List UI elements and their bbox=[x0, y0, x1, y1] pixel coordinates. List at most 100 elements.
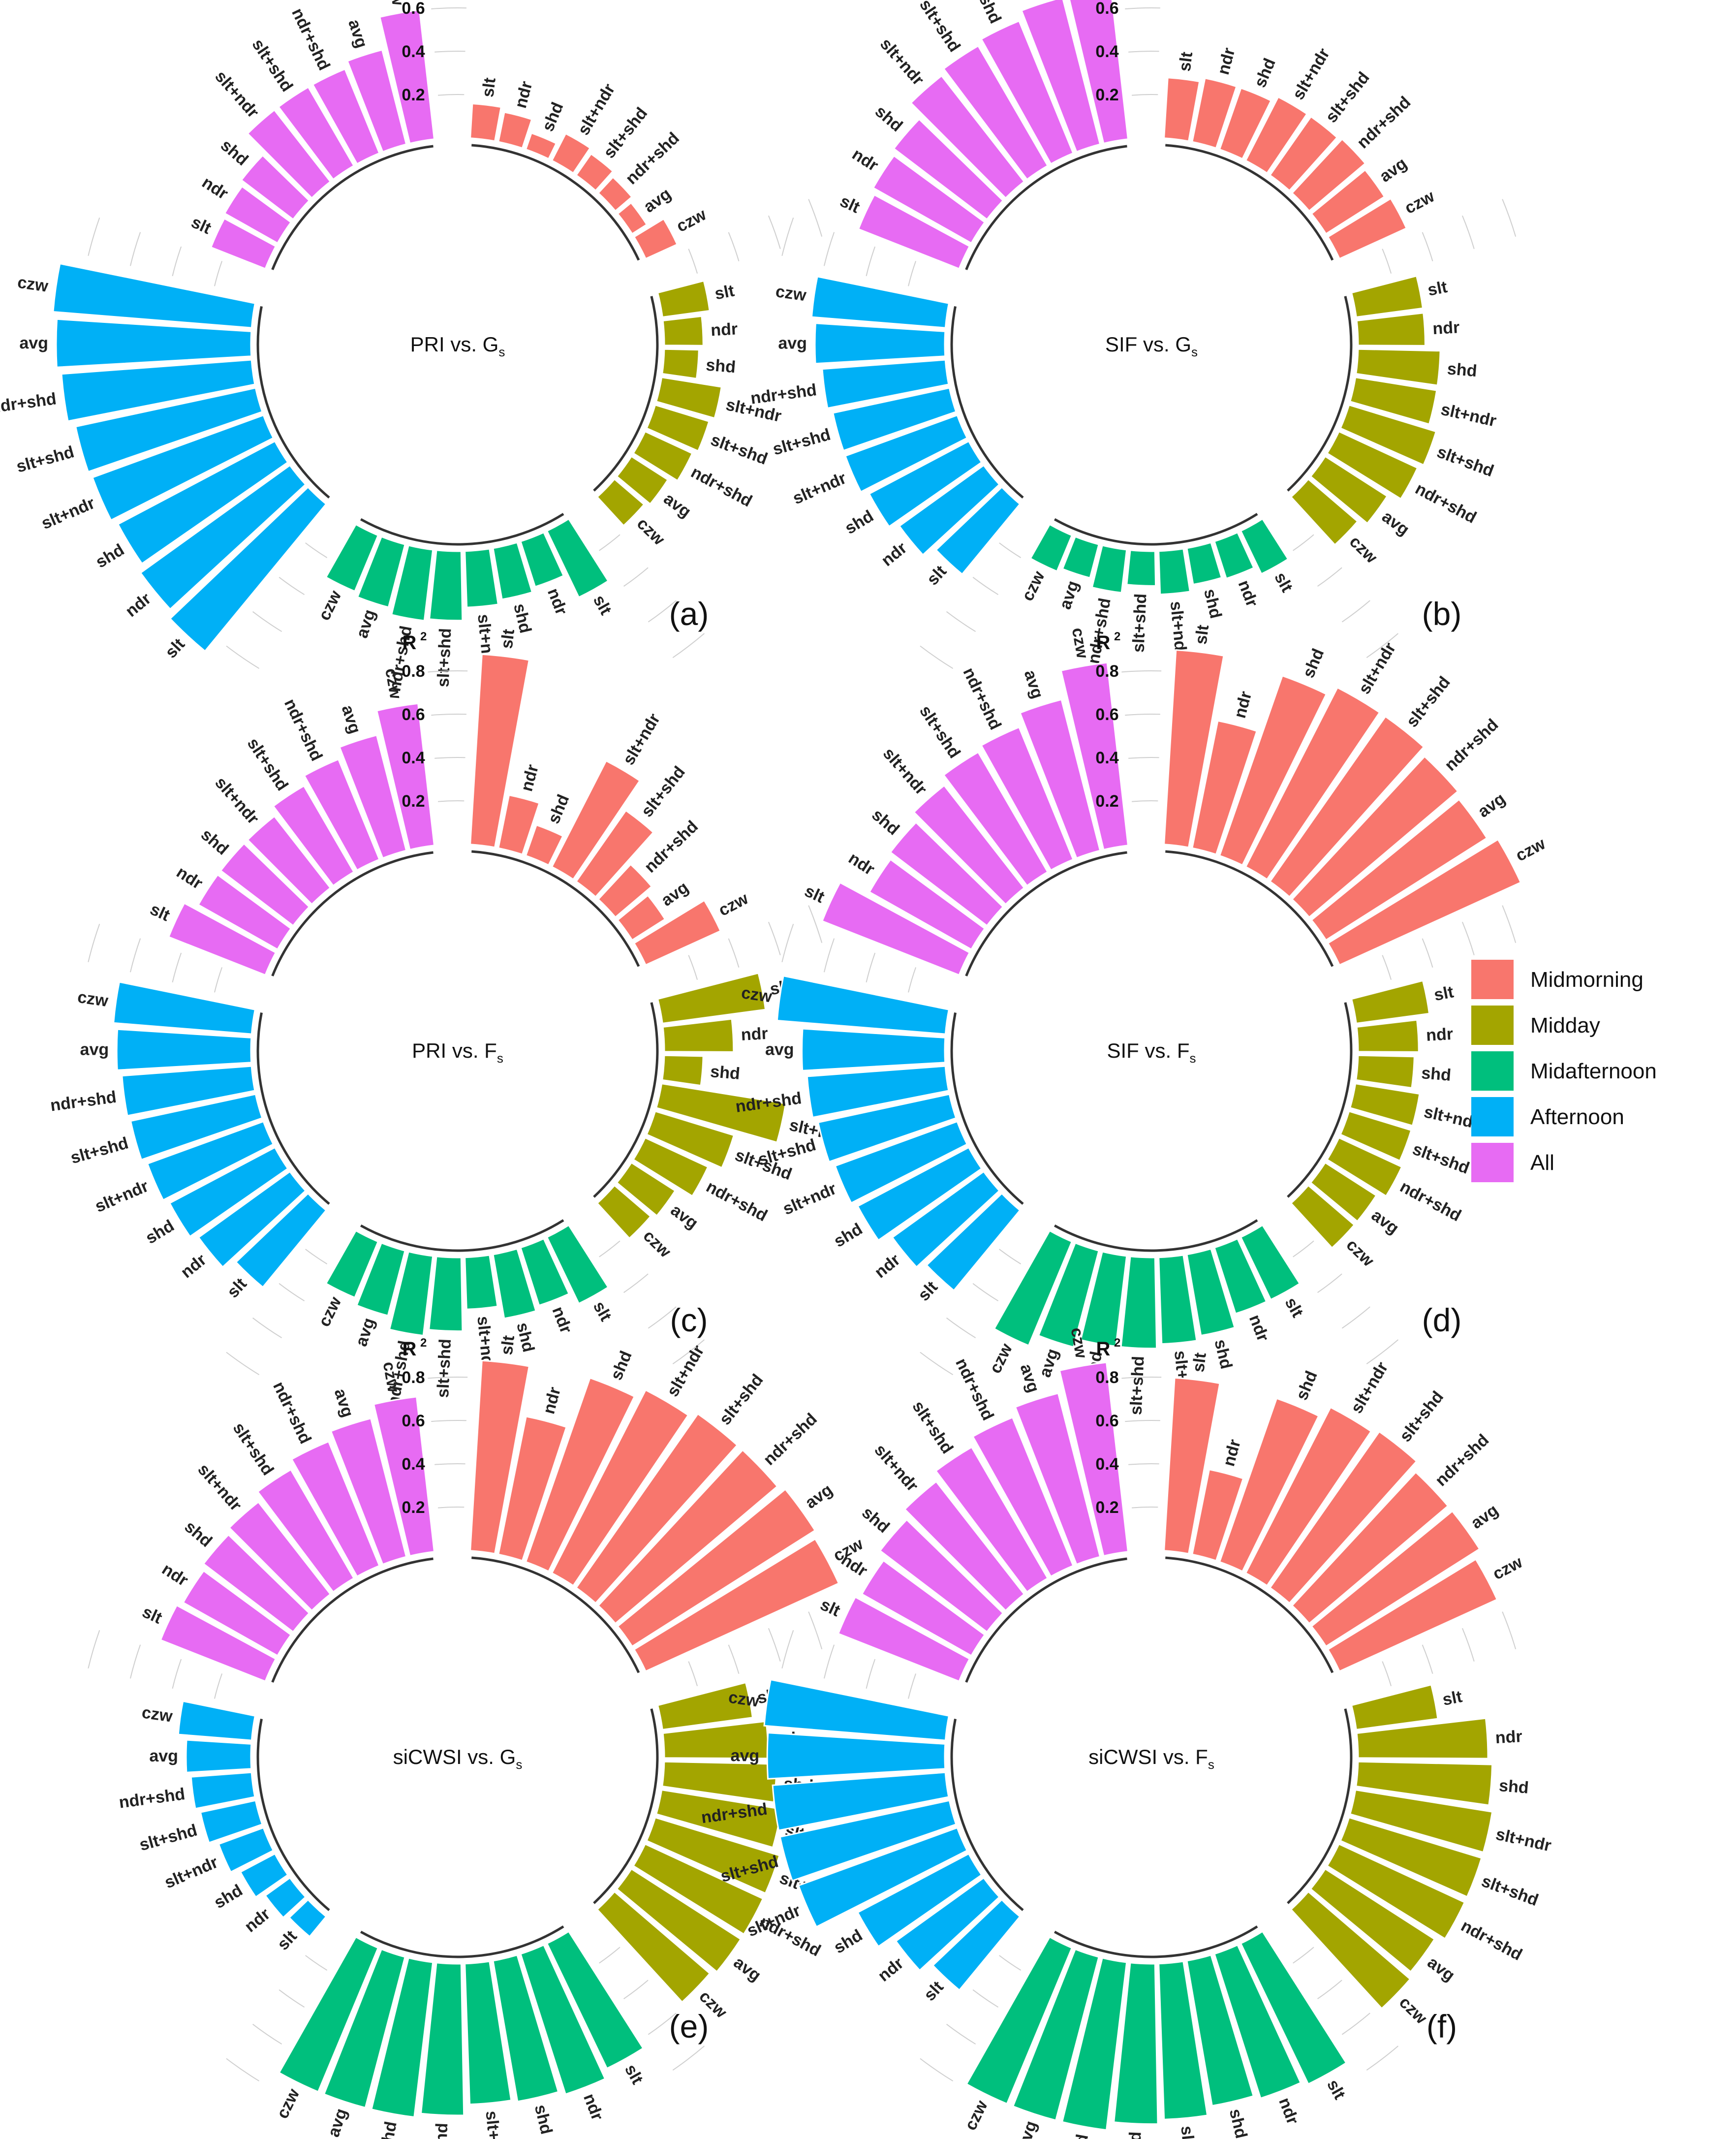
bar-category-label: slt+ndr bbox=[1439, 400, 1498, 431]
radial-tick-label: 0.2 bbox=[402, 1498, 425, 1517]
grid-arc bbox=[1293, 534, 1314, 551]
bar-category-label: ndr+shd bbox=[641, 817, 702, 877]
grid-arc bbox=[920, 645, 954, 669]
bar-category-label: ndr bbox=[580, 2091, 607, 2123]
bar-midday-ndr bbox=[662, 315, 704, 346]
bar-category-label: avg bbox=[778, 334, 807, 352]
grid-arcs bbox=[88, 1377, 823, 2082]
panel-b: slt ndr shd slt+ndrslt+shdndr+shdavgczwsltn… bbox=[749, 0, 1517, 669]
bar-category-label: slt bbox=[1271, 569, 1297, 595]
bar-category-label: slt bbox=[1189, 1352, 1209, 1373]
grid-arc bbox=[972, 1283, 999, 1302]
bar-category-label: ndr bbox=[1245, 1312, 1272, 1344]
bar-afternoon-slt-shd bbox=[129, 1093, 263, 1161]
bar-all-shd bbox=[893, 118, 1004, 220]
grid-arc bbox=[438, 94, 465, 96]
bar-midday-avg bbox=[1309, 1162, 1377, 1223]
bar-midday-slt bbox=[656, 280, 711, 318]
bar-all-ndr-shd bbox=[303, 758, 380, 872]
bar-afternoon-avg bbox=[116, 1028, 252, 1071]
bar-midmorning-slt-shd bbox=[1269, 115, 1338, 192]
grid-arc bbox=[999, 542, 1022, 558]
bar-all-avg bbox=[1019, 698, 1101, 859]
bar-category-label: czw bbox=[1346, 532, 1381, 567]
bar-category-label: ndr bbox=[1275, 2095, 1302, 2127]
grid-arc bbox=[866, 952, 876, 983]
grid-arc bbox=[1422, 938, 1433, 968]
bar-category-label: ndr bbox=[874, 1954, 907, 1985]
grid-arc bbox=[1121, 670, 1162, 673]
panel-title: PRI vs. Gs bbox=[410, 333, 505, 359]
bar-afternoon-avg bbox=[766, 1732, 946, 1780]
radial-axis-title-sup: 2 bbox=[1114, 1336, 1120, 1350]
bar-category-label: slt bbox=[1432, 982, 1455, 1005]
grid-arc bbox=[1461, 215, 1475, 249]
grid-arc bbox=[1293, 1947, 1314, 1964]
bar-midmorning-ndr-shd bbox=[597, 863, 653, 918]
bar-category-label: ndr+shd bbox=[760, 1410, 821, 1469]
bar-midday-slt-shd bbox=[646, 404, 710, 452]
radial-tick-label: 0.4 bbox=[402, 749, 425, 767]
bar-midmorning-slt bbox=[469, 102, 502, 142]
grid-arc bbox=[428, 670, 468, 673]
bar-afternoon-slt bbox=[235, 1192, 327, 1289]
bar-all-ndr-shd bbox=[980, 20, 1074, 165]
radial-tick-label: 0.4 bbox=[1095, 749, 1118, 767]
bar-category-label: czw bbox=[674, 205, 710, 236]
grid-arc bbox=[672, 1339, 705, 1365]
bar-all-slt bbox=[210, 217, 277, 270]
grid-arc bbox=[252, 1317, 282, 1339]
bar-midmorning-slt-ndr bbox=[551, 132, 591, 174]
grid-arc bbox=[1502, 905, 1517, 943]
bar-midday-ndr bbox=[662, 1018, 735, 1053]
legend-item-midafternoon: Midafternoon bbox=[1471, 1051, 1657, 1091]
legend-label: All bbox=[1530, 1151, 1554, 1175]
bar-midafternoon-czw bbox=[993, 1229, 1073, 1347]
bar-category-label: ndr bbox=[710, 319, 738, 340]
bar-midafternoon-avg bbox=[323, 1948, 406, 2109]
bar-category-label: ndr+shd bbox=[1441, 715, 1502, 775]
grid-arc bbox=[781, 923, 794, 963]
radial-tick-label: 0.6 bbox=[402, 0, 425, 18]
radial-axis-title-sup: 2 bbox=[420, 1336, 427, 1350]
bar-category-label: slt bbox=[589, 592, 616, 618]
bar-category-label: czw bbox=[315, 587, 345, 623]
legend-item-all: All bbox=[1471, 1143, 1554, 1182]
bar-category-label: slt+shd bbox=[1403, 673, 1454, 731]
panel-title-sub: s bbox=[497, 1051, 503, 1066]
bar-category-label: slt+ndr bbox=[1494, 1825, 1553, 1856]
legend-label: Midday bbox=[1530, 1013, 1600, 1038]
bar-midafternoon-avg bbox=[1037, 1242, 1100, 1348]
bar-category-label: slt+shd bbox=[434, 1338, 455, 1398]
grid-arc bbox=[1382, 249, 1392, 274]
panel-title: siCWSI vs. Fs bbox=[1088, 1745, 1214, 1772]
bar-midmorning-ndr-shd bbox=[1291, 138, 1366, 212]
bar-midday-czw bbox=[596, 1890, 711, 2003]
bar-category-label: shd bbox=[1200, 587, 1225, 621]
grid-arc bbox=[648, 1306, 677, 1329]
grid-arc bbox=[908, 967, 917, 993]
grid-arc bbox=[920, 1352, 954, 1376]
bar-midafternoon-avg bbox=[1061, 535, 1100, 579]
radial-axis-title: R bbox=[1096, 1338, 1111, 1360]
bar-category-label: czw bbox=[727, 1688, 761, 1710]
grid-arc bbox=[1125, 7, 1160, 10]
grid-arc bbox=[781, 217, 794, 256]
grid-arc bbox=[1317, 1273, 1342, 1293]
bar-category-label: slt+ndr bbox=[879, 744, 930, 799]
bar-afternoon-ndr-shd bbox=[121, 1065, 256, 1117]
bar-category-label: slt+shd bbox=[638, 763, 689, 821]
grid-arc bbox=[1341, 1306, 1370, 1329]
bar-afternoon-slt-ndr bbox=[217, 1826, 275, 1873]
bar-category-label: czw bbox=[640, 1227, 675, 1261]
bar-all-slt bbox=[857, 193, 971, 270]
bar-category-label: czw bbox=[986, 1340, 1016, 1376]
